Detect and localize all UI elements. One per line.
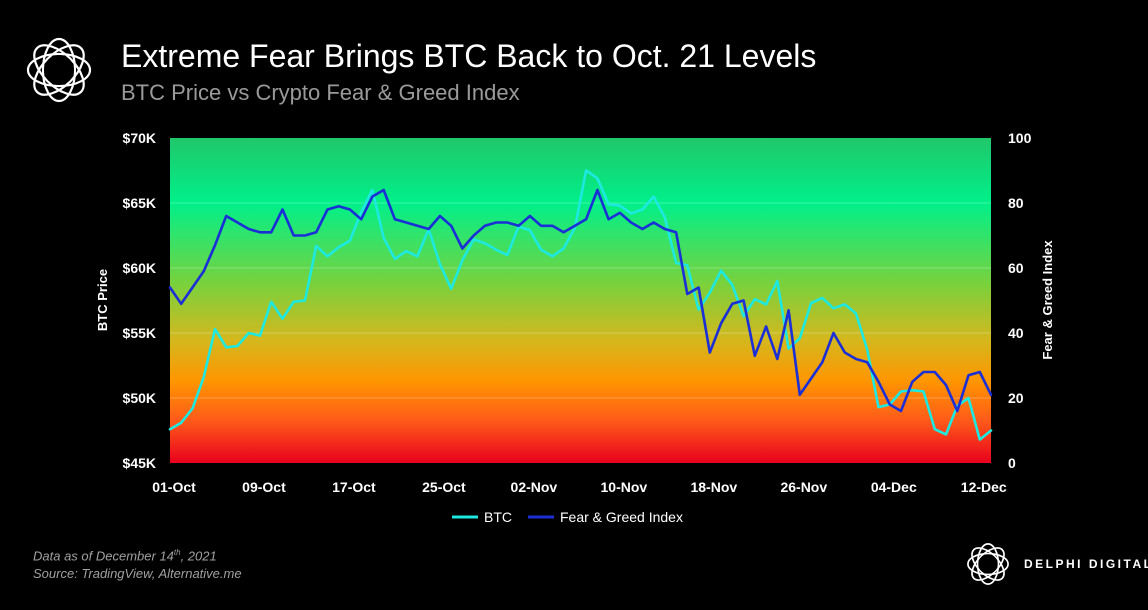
- x-tick-label: 26-Nov: [780, 479, 827, 495]
- right-tick-label: 40: [1008, 325, 1024, 341]
- fear-greed-line: [168, 188, 993, 413]
- footnote: Data as of December 14th, 2021 Source: T…: [33, 544, 242, 583]
- left-axis-ticks: $45K $50K $55K $60K $65K $70K: [123, 130, 156, 471]
- legend-btc-label: BTC: [484, 509, 512, 525]
- x-tick-label: 09-Oct: [242, 479, 286, 495]
- x-tick-label: 02-Nov: [511, 479, 558, 495]
- left-tick-label: $50K: [123, 390, 156, 406]
- x-tick-label: 12-Dec: [961, 479, 1007, 495]
- x-tick-label: 10-Nov: [601, 479, 648, 495]
- right-tick-label: 20: [1008, 390, 1024, 406]
- left-tick-label: $70K: [123, 130, 156, 146]
- x-tick-label: 17-Oct: [332, 479, 376, 495]
- legend-fng-label: Fear & Greed Index: [560, 509, 683, 525]
- btc-price-line: [168, 169, 993, 441]
- x-tick-label: 18-Nov: [690, 479, 737, 495]
- left-tick-label: $55K: [123, 325, 156, 341]
- source-note: Source: TradingView, Alternative.me: [33, 566, 242, 582]
- left-tick-label: $65K: [123, 195, 156, 211]
- brand-name: DELPHI DIGITAL: [1024, 557, 1148, 571]
- left-tick-label: $45K: [123, 455, 156, 471]
- left-tick-label: $60K: [123, 260, 156, 276]
- x-tick-label: 25-Oct: [422, 479, 466, 495]
- plot-background: [170, 138, 991, 463]
- page-title: Extreme Fear Brings BTC Back to Oct. 21 …: [121, 38, 817, 74]
- right-axis-label: Fear & Greed Index: [1040, 240, 1055, 360]
- delphi-logo-icon: [26, 37, 92, 103]
- x-axis-ticks: 01-Oct 09-Oct 17-Oct 25-Oct 02-Nov 10-Nov 18-N…: [152, 479, 1007, 495]
- page-subtitle: BTC Price vs Crypto Fear & Greed Index: [121, 80, 520, 105]
- left-axis-label: BTC Price: [95, 269, 110, 331]
- delphi-brand-icon: [967, 543, 1009, 585]
- right-tick-label: 60: [1008, 260, 1024, 276]
- x-tick-label: 01-Oct: [152, 479, 196, 495]
- legend: BTC Fear & Greed Index: [452, 509, 683, 525]
- right-axis-ticks: 0 20 40 60 80 100: [1008, 130, 1032, 471]
- x-tick-label: 04-Dec: [871, 479, 917, 495]
- right-tick-label: 80: [1008, 195, 1024, 211]
- series-lines: [168, 169, 993, 441]
- right-tick-label: 0: [1008, 455, 1016, 471]
- right-tick-label: 100: [1008, 130, 1032, 146]
- data-date-note: Data as of December 14th, 2021: [33, 548, 217, 564]
